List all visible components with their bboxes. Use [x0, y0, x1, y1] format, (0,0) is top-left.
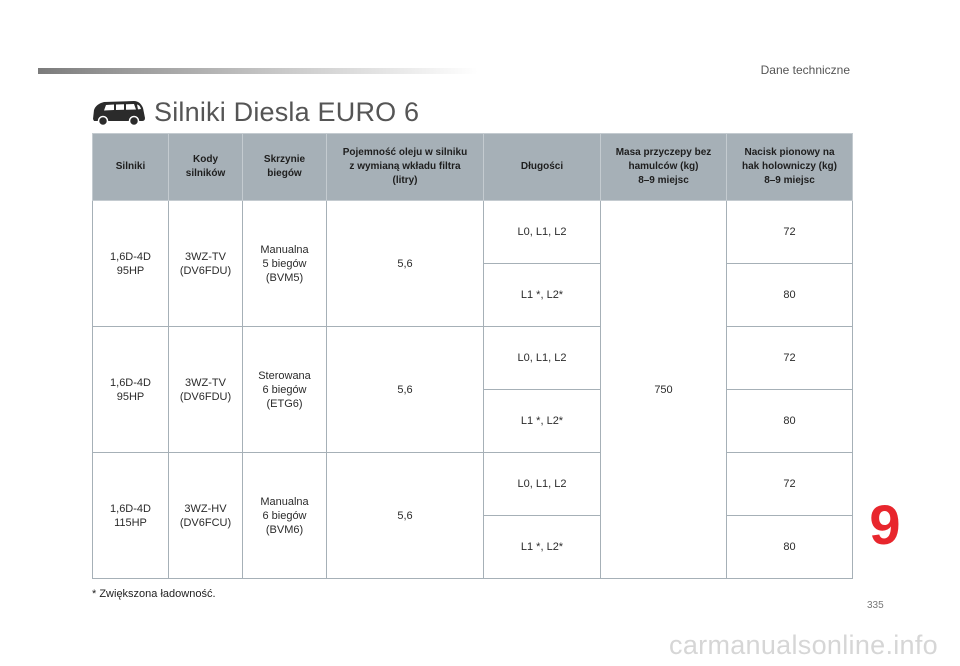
header-kody: Kody silników: [168, 133, 243, 201]
length-cell: L1 *, L2*: [483, 389, 601, 453]
length-cell: L1 *, L2*: [483, 263, 601, 327]
length-cell: L1 *, L2*: [483, 515, 601, 579]
nacisk-cell: 80: [726, 263, 853, 327]
table-row: 1,6D-4D 115HP 3WZ-HV (DV6FCU) Manualna 6…: [92, 452, 853, 579]
chapter-number: 9: [869, 493, 901, 556]
header-silniki: Silniki: [92, 133, 169, 201]
nacisk-cell: 80: [726, 389, 853, 453]
engine-cell: 1,6D-4D 115HP: [92, 452, 169, 579]
watermark: carmanualsonline.info: [669, 630, 938, 660]
nacisk-cell: 80: [726, 515, 853, 579]
length-cell: L0, L1, L2: [483, 200, 601, 264]
nacisk-cell: 72: [726, 200, 853, 264]
oil-cell: 5,6: [326, 200, 484, 327]
section-name: Dane techniczne: [760, 63, 850, 77]
footnote: * Zwiększona ładowność.: [92, 588, 216, 600]
engine-cell: 1,6D-4D 95HP: [92, 200, 169, 327]
table-header-row: Silniki Kody silników Skrzynie biegów Po…: [92, 133, 853, 201]
title-row: Silniki Diesla EURO 6: [90, 96, 419, 128]
oil-cell: 5,6: [326, 452, 484, 579]
table-row: 1,6D-4D 95HP 3WZ-TV (DV6FDU) Manualna 5 …: [92, 200, 853, 579]
table-row: 1,6D-4D 95HP 3WZ-TV (DV6FDU) Sterowana 6…: [92, 326, 853, 453]
engine-spec-table: Silniki Kody silników Skrzynie biegów Po…: [92, 133, 853, 579]
gearbox-cell: Manualna 6 biegów (BVM6): [242, 452, 327, 579]
engine-cell: 1,6D-4D 95HP: [92, 326, 169, 453]
header-masa: Masa przyczepy bez hamulców (kg) 8–9 mie…: [600, 133, 727, 201]
page-number: 335: [867, 600, 884, 611]
code-cell: 3WZ-TV (DV6FDU): [168, 326, 243, 453]
header-dlugosci: Długości: [483, 133, 601, 201]
table-row: L1 *, L2* 80: [93, 389, 853, 453]
masa-cell: 750: [600, 200, 727, 579]
gearbox-cell: Sterowana 6 biegów (ETG6): [242, 326, 327, 453]
oil-cell: 5,6: [326, 326, 484, 453]
table-row: L1 *, L2* 80: [93, 263, 853, 327]
length-cell: L0, L1, L2: [483, 452, 601, 516]
header-skrzynie: Skrzynie biegów: [242, 133, 327, 201]
nacisk-cell: 72: [726, 326, 853, 390]
header-nacisk: Nacisk pionowy na hak holowniczy (kg) 8–…: [726, 133, 853, 201]
header-gradient-bar: [38, 68, 478, 74]
table-row: L1 *, L2* 80: [93, 515, 853, 579]
header-pojemnosc: Pojemność oleju w silniku z wymianą wkła…: [326, 133, 484, 201]
nacisk-cell: 72: [726, 452, 853, 516]
van-icon: [93, 101, 145, 127]
code-cell: 3WZ-HV (DV6FCU): [168, 452, 243, 579]
length-cell: L0, L1, L2: [483, 326, 601, 390]
page-title: Silniki Diesla EURO 6: [154, 96, 420, 127]
gearbox-cell: Manualna 5 biegów (BVM5): [242, 200, 327, 327]
code-cell: 3WZ-TV (DV6FDU): [168, 200, 243, 327]
